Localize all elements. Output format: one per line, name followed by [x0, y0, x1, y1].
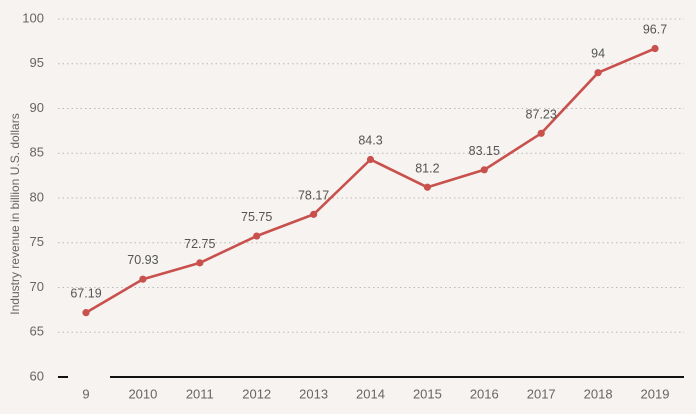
- data-label-2016: 83.15: [469, 144, 500, 158]
- data-label-2019: 96.7: [643, 23, 667, 37]
- data-point-2016: [480, 166, 488, 174]
- y-tick-label-70: 70: [30, 279, 44, 294]
- x-tick-label-2014: 2014: [356, 386, 385, 401]
- data-labels: 67.19 70.93 72.75 75.75 78.17 84.3 81.2 83.15 87…: [70, 23, 667, 301]
- y-tick-label-90: 90: [30, 100, 44, 115]
- data-point-2010: [139, 275, 147, 283]
- data-point-2014: [366, 155, 375, 164]
- y-axis-ticks: 60 65 70 75 80 85 90 95 100: [22, 10, 44, 383]
- x-tick-label-2016: 2016: [470, 386, 499, 401]
- y-tick-label-80: 80: [30, 189, 44, 204]
- x-tick-label-2018: 2018: [584, 386, 613, 401]
- y-tick-label-100: 100: [22, 10, 44, 25]
- data-points: [82, 44, 659, 317]
- data-label-2013: 78.17: [298, 188, 329, 202]
- data-label-2010: 70.93: [127, 253, 158, 267]
- y-tick-label-85: 85: [30, 145, 44, 160]
- data-point-2019: [651, 44, 659, 53]
- data-point-2017: [537, 129, 545, 137]
- y-tick-label-65: 65: [30, 324, 44, 339]
- data-point-2015: [423, 183, 431, 191]
- x-tick-label-9: 9: [82, 386, 89, 401]
- y-tick-label-60: 60: [30, 368, 44, 383]
- x-tick-label-2019: 2019: [641, 386, 670, 401]
- data-label-2015: 81.2: [415, 161, 439, 175]
- data-label-2018: 94: [591, 47, 605, 61]
- x-tick-label-2010: 2010: [128, 386, 157, 401]
- data-point-2018: [594, 69, 602, 77]
- data-label-2014: 84.3: [358, 134, 382, 148]
- data-point-2012: [253, 232, 261, 240]
- data-point-9: [82, 309, 90, 317]
- gridlines: [58, 18, 684, 333]
- y-axis-title: Industry revenue in billion U.S. dollars: [8, 113, 22, 314]
- x-axis-ticks: 9 2010 2011 2012 2013 2014 2015 2016 2017 2018 201…: [82, 386, 669, 401]
- data-point-2013: [310, 210, 318, 218]
- x-tick-label-2015: 2015: [413, 386, 442, 401]
- y-tick-label-75: 75: [30, 234, 44, 249]
- x-tick-label-2017: 2017: [527, 386, 556, 401]
- data-label-2012: 75.75: [241, 210, 272, 224]
- data-label-2017: 87.23: [526, 107, 557, 121]
- x-tick-label-2011: 2011: [186, 386, 214, 401]
- x-tick-label-2012: 2012: [242, 386, 271, 401]
- data-label-9: 67.19: [70, 287, 101, 301]
- y-tick-label-95: 95: [30, 55, 44, 70]
- x-tick-label-2013: 2013: [299, 386, 328, 401]
- data-point-2011: [196, 259, 204, 267]
- data-label-2011: 72.75: [184, 237, 215, 251]
